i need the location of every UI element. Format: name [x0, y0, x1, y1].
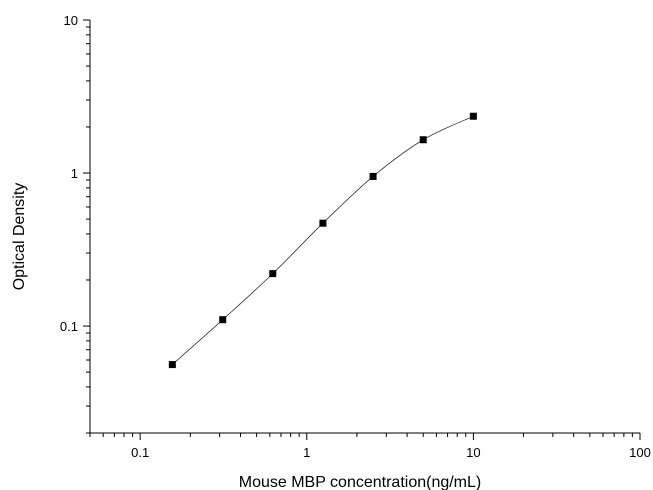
data-point [319, 219, 327, 227]
y-tick-label: 10 [64, 13, 78, 28]
y-tick-label: 1 [71, 166, 78, 181]
data-point [168, 361, 176, 369]
y-tick-label: 0.1 [60, 319, 78, 334]
y-axis-label: Optical Density [11, 183, 28, 291]
x-tick-label: 100 [629, 445, 651, 460]
data-point [219, 316, 227, 324]
data-point [269, 270, 277, 278]
data-point [419, 136, 427, 144]
x-tick-label: 0.1 [131, 445, 149, 460]
data-point [469, 112, 477, 120]
x-axis-label: Mouse MBP concentration(ng/mL) [239, 474, 481, 490]
axes [89, 20, 640, 434]
fit-curve [172, 115, 474, 365]
x-axis-ticks: 0.1 1 10 100 [89, 433, 651, 460]
x-tick-label: 10 [466, 445, 480, 460]
x-tick-label: 1 [303, 445, 310, 460]
data-point [369, 172, 377, 180]
y-axis-ticks: 0.1 1 10 [60, 13, 90, 434]
data-points [168, 112, 477, 369]
